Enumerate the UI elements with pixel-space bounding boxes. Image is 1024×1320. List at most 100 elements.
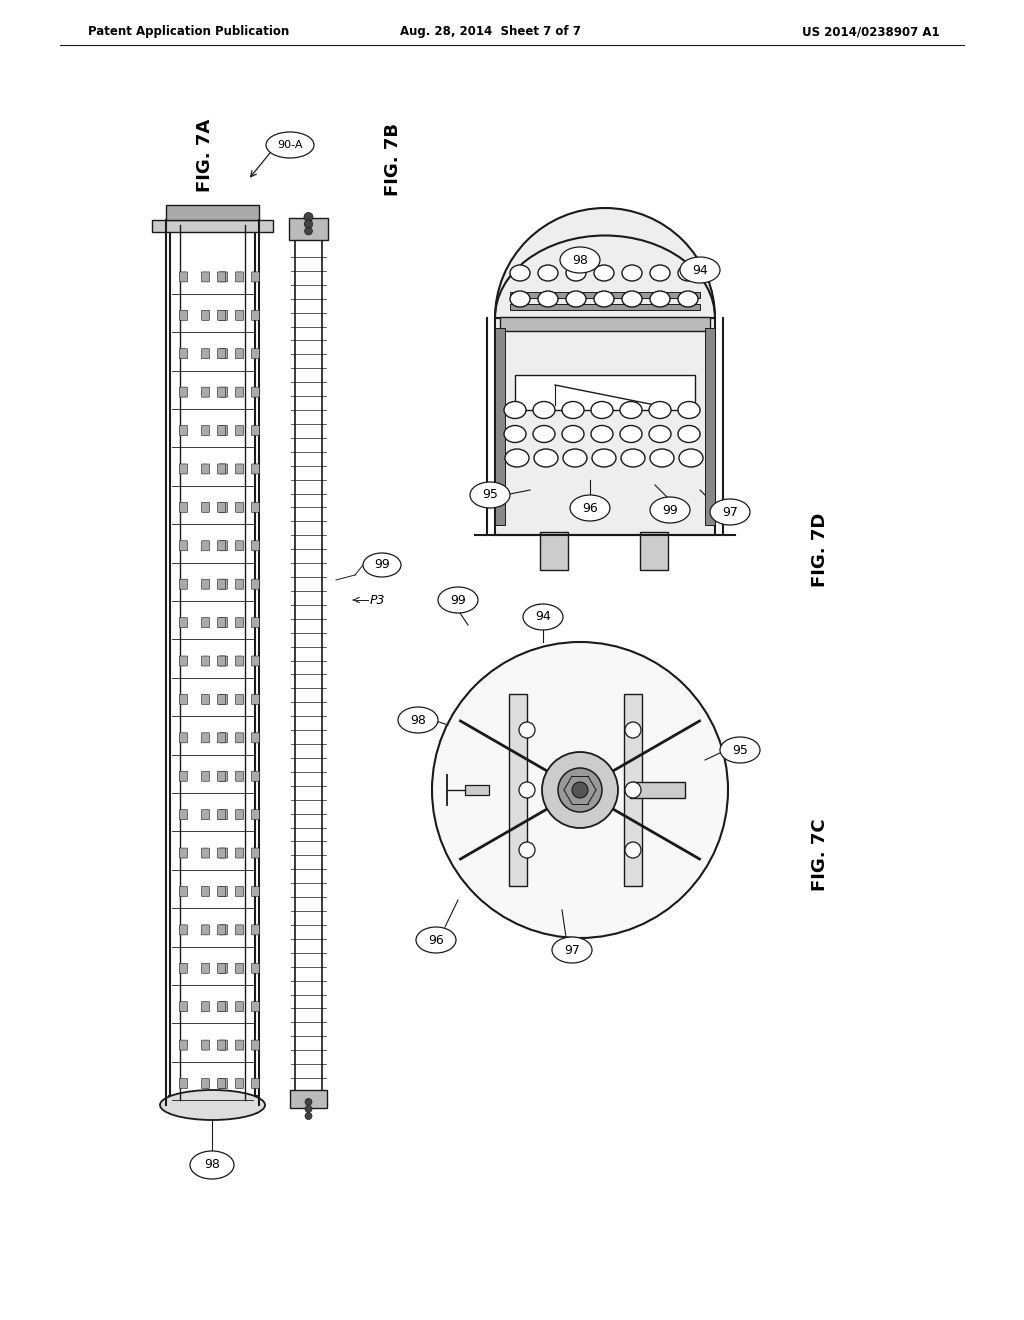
FancyBboxPatch shape xyxy=(236,771,244,781)
Circle shape xyxy=(305,1113,312,1119)
FancyBboxPatch shape xyxy=(252,579,259,589)
FancyBboxPatch shape xyxy=(236,463,244,474)
Ellipse shape xyxy=(562,425,584,442)
Circle shape xyxy=(625,842,641,858)
Circle shape xyxy=(304,220,312,228)
Bar xyxy=(168,1096,257,1113)
Bar xyxy=(540,532,568,570)
FancyBboxPatch shape xyxy=(202,463,210,474)
Ellipse shape xyxy=(591,401,613,418)
FancyBboxPatch shape xyxy=(236,579,244,589)
Ellipse shape xyxy=(678,425,700,442)
FancyBboxPatch shape xyxy=(252,503,259,512)
FancyBboxPatch shape xyxy=(236,541,244,550)
FancyBboxPatch shape xyxy=(217,887,225,896)
Ellipse shape xyxy=(620,401,642,418)
FancyBboxPatch shape xyxy=(219,541,227,550)
FancyBboxPatch shape xyxy=(179,925,187,935)
FancyBboxPatch shape xyxy=(217,541,225,550)
FancyBboxPatch shape xyxy=(217,847,225,858)
FancyBboxPatch shape xyxy=(236,925,244,935)
Text: Patent Application Publication: Patent Application Publication xyxy=(88,25,289,38)
Circle shape xyxy=(304,213,313,222)
Ellipse shape xyxy=(678,401,700,418)
FancyBboxPatch shape xyxy=(217,310,225,321)
FancyBboxPatch shape xyxy=(202,1002,210,1011)
Text: 97: 97 xyxy=(564,944,580,957)
FancyBboxPatch shape xyxy=(202,348,210,359)
FancyBboxPatch shape xyxy=(217,425,225,436)
FancyBboxPatch shape xyxy=(219,1002,227,1011)
FancyBboxPatch shape xyxy=(179,579,187,589)
FancyBboxPatch shape xyxy=(202,425,210,436)
FancyBboxPatch shape xyxy=(219,579,227,589)
FancyBboxPatch shape xyxy=(219,809,227,820)
FancyBboxPatch shape xyxy=(179,463,187,474)
FancyBboxPatch shape xyxy=(219,348,227,359)
Ellipse shape xyxy=(594,265,614,281)
Circle shape xyxy=(305,1098,312,1106)
Bar xyxy=(705,327,715,525)
FancyBboxPatch shape xyxy=(179,1078,187,1089)
FancyBboxPatch shape xyxy=(252,964,259,973)
Text: FIG. 7D: FIG. 7D xyxy=(811,512,829,587)
Bar xyxy=(515,375,695,411)
FancyBboxPatch shape xyxy=(252,847,259,858)
Text: 95: 95 xyxy=(482,488,498,502)
FancyBboxPatch shape xyxy=(252,272,259,282)
Ellipse shape xyxy=(563,449,587,467)
FancyBboxPatch shape xyxy=(219,503,227,512)
Bar xyxy=(510,304,700,310)
Ellipse shape xyxy=(160,1090,265,1119)
Text: FIG. 7C: FIG. 7C xyxy=(811,818,829,891)
FancyBboxPatch shape xyxy=(179,656,187,667)
Bar xyxy=(495,318,715,535)
Ellipse shape xyxy=(566,290,586,308)
Ellipse shape xyxy=(678,265,698,281)
FancyBboxPatch shape xyxy=(252,348,259,359)
Text: 90-A: 90-A xyxy=(278,140,303,150)
Ellipse shape xyxy=(679,449,703,467)
Ellipse shape xyxy=(650,498,690,523)
Text: FIG. 7A: FIG. 7A xyxy=(196,119,214,191)
Bar xyxy=(170,220,255,1105)
FancyBboxPatch shape xyxy=(202,733,210,743)
Ellipse shape xyxy=(622,265,642,281)
Ellipse shape xyxy=(552,937,592,964)
FancyBboxPatch shape xyxy=(219,272,227,282)
FancyBboxPatch shape xyxy=(179,733,187,743)
FancyBboxPatch shape xyxy=(217,1040,225,1051)
Bar xyxy=(166,205,259,220)
FancyBboxPatch shape xyxy=(217,964,225,973)
Bar xyxy=(509,693,527,886)
FancyBboxPatch shape xyxy=(252,618,259,627)
Text: 96: 96 xyxy=(582,502,598,515)
Ellipse shape xyxy=(592,449,616,467)
Ellipse shape xyxy=(591,425,613,442)
FancyBboxPatch shape xyxy=(252,425,259,436)
Text: 98: 98 xyxy=(572,253,588,267)
FancyBboxPatch shape xyxy=(219,387,227,397)
FancyBboxPatch shape xyxy=(202,541,210,550)
Ellipse shape xyxy=(505,449,529,467)
Ellipse shape xyxy=(621,449,645,467)
Bar xyxy=(152,220,273,232)
FancyBboxPatch shape xyxy=(236,656,244,667)
FancyBboxPatch shape xyxy=(202,387,210,397)
FancyBboxPatch shape xyxy=(179,1040,187,1051)
FancyBboxPatch shape xyxy=(236,733,244,743)
FancyBboxPatch shape xyxy=(236,809,244,820)
Ellipse shape xyxy=(680,257,720,282)
Bar xyxy=(630,781,685,799)
Bar xyxy=(510,292,700,298)
FancyBboxPatch shape xyxy=(202,503,210,512)
Circle shape xyxy=(519,781,535,799)
Ellipse shape xyxy=(650,449,674,467)
Bar xyxy=(289,218,328,240)
FancyBboxPatch shape xyxy=(219,694,227,705)
Ellipse shape xyxy=(562,401,584,418)
Circle shape xyxy=(519,842,535,858)
FancyBboxPatch shape xyxy=(179,771,187,781)
Bar xyxy=(624,693,642,886)
FancyBboxPatch shape xyxy=(202,694,210,705)
